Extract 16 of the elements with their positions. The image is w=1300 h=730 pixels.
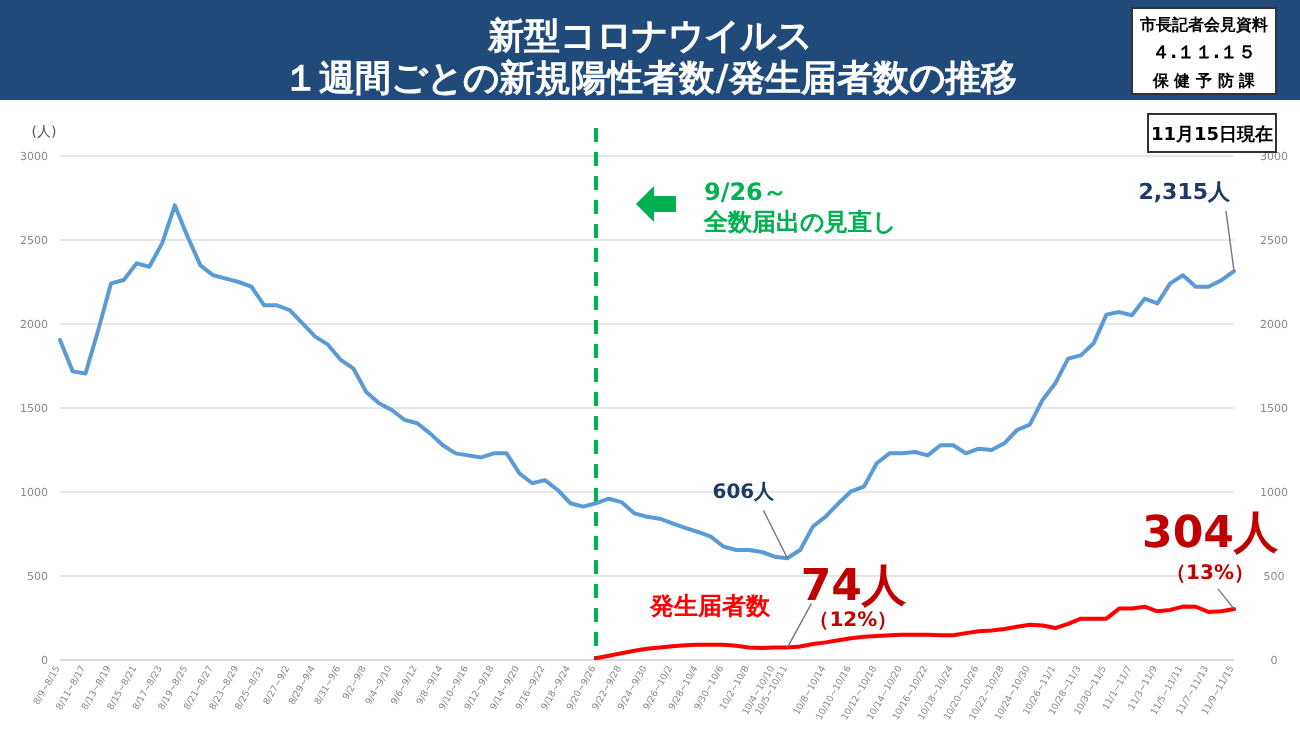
series-label: 発生届者数 (648, 592, 772, 620)
annotation: 304人 (1142, 508, 1280, 559)
line-series (58, 203, 1236, 561)
chart-subtitle: １週間ごとの新規陽性者数/発生届者数の推移 (283, 58, 1017, 100)
annotation: 74人 (800, 561, 908, 612)
chart-title: 新型コロナウイルス (486, 16, 812, 58)
text: 市長記者会見資料 (1138, 14, 1268, 34)
text: 11月15日現在 (1150, 124, 1274, 146)
annotation: （12%） (809, 609, 898, 632)
annotation: 606人 (712, 480, 777, 505)
text: 保 健 予 防 課 (1150, 72, 1258, 90)
annotation: 全数届出の見直し (701, 208, 896, 236)
text: ４.１１.１５ (1152, 44, 1256, 64)
annotation: （13%） (1166, 562, 1254, 585)
annotation: 2,315人 (1138, 179, 1232, 206)
ref-line-label: 9/26～ (703, 178, 787, 206)
